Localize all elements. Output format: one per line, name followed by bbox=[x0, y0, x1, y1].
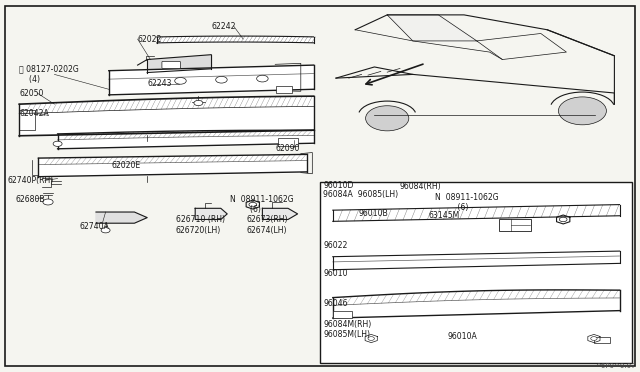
FancyBboxPatch shape bbox=[162, 61, 180, 68]
Bar bbox=[278, 138, 298, 146]
Text: 62673(RH)
62674(LH): 62673(RH) 62674(LH) bbox=[246, 215, 288, 235]
Text: 96022: 96022 bbox=[323, 241, 348, 250]
Text: 96010A: 96010A bbox=[448, 332, 477, 341]
Text: 62042A: 62042A bbox=[19, 109, 49, 118]
Text: 96010D: 96010D bbox=[323, 182, 354, 190]
Bar bbox=[594, 337, 610, 343]
Circle shape bbox=[175, 77, 186, 84]
Bar bbox=[333, 311, 352, 318]
Circle shape bbox=[53, 141, 62, 147]
Polygon shape bbox=[387, 15, 477, 41]
Text: 62680B: 62680B bbox=[16, 195, 45, 203]
Polygon shape bbox=[262, 208, 298, 219]
Text: 62740A: 62740A bbox=[80, 222, 109, 231]
Circle shape bbox=[216, 76, 227, 83]
Text: 96010B: 96010B bbox=[358, 209, 388, 218]
Text: 62242: 62242 bbox=[211, 22, 236, 31]
Circle shape bbox=[591, 337, 597, 340]
Polygon shape bbox=[96, 212, 147, 223]
Circle shape bbox=[365, 106, 409, 131]
Text: 96084M(RH)
96085M(LH): 96084M(RH) 96085M(LH) bbox=[323, 320, 371, 339]
Bar bbox=[276, 86, 292, 93]
Text: Ⓑ 08127-0202G
    (4): Ⓑ 08127-0202G (4) bbox=[19, 65, 79, 84]
Circle shape bbox=[368, 337, 374, 340]
Text: 63145M: 63145M bbox=[429, 211, 460, 220]
Circle shape bbox=[194, 100, 203, 106]
Text: 62090: 62090 bbox=[275, 144, 300, 153]
Text: 62022: 62022 bbox=[138, 35, 162, 44]
Text: 96084A  96085(LH): 96084A 96085(LH) bbox=[323, 190, 398, 199]
Circle shape bbox=[257, 75, 268, 82]
Bar bbox=[499, 219, 531, 231]
Circle shape bbox=[559, 217, 567, 222]
Polygon shape bbox=[195, 208, 227, 219]
Text: 96084(RH): 96084(RH) bbox=[400, 182, 442, 190]
Circle shape bbox=[101, 228, 110, 233]
Text: N  08911-1062G
         (6): N 08911-1062G (6) bbox=[435, 193, 499, 212]
Text: 96046: 96046 bbox=[323, 299, 348, 308]
Circle shape bbox=[249, 202, 257, 207]
Text: 62050: 62050 bbox=[19, 89, 44, 97]
Circle shape bbox=[558, 97, 607, 125]
Text: 62740P(RH): 62740P(RH) bbox=[8, 176, 54, 185]
Circle shape bbox=[43, 199, 53, 205]
Text: ^6P0^0.07: ^6P0^0.07 bbox=[595, 363, 636, 369]
Bar bbox=[320, 182, 632, 363]
Text: 62020E: 62020E bbox=[112, 161, 141, 170]
Text: 96010: 96010 bbox=[323, 269, 348, 278]
Text: 62243: 62243 bbox=[147, 79, 172, 88]
Text: N  08911-1062G
        (6): N 08911-1062G (6) bbox=[230, 195, 294, 214]
Text: 626710 (RH)
626720(LH): 626710 (RH) 626720(LH) bbox=[176, 215, 225, 235]
